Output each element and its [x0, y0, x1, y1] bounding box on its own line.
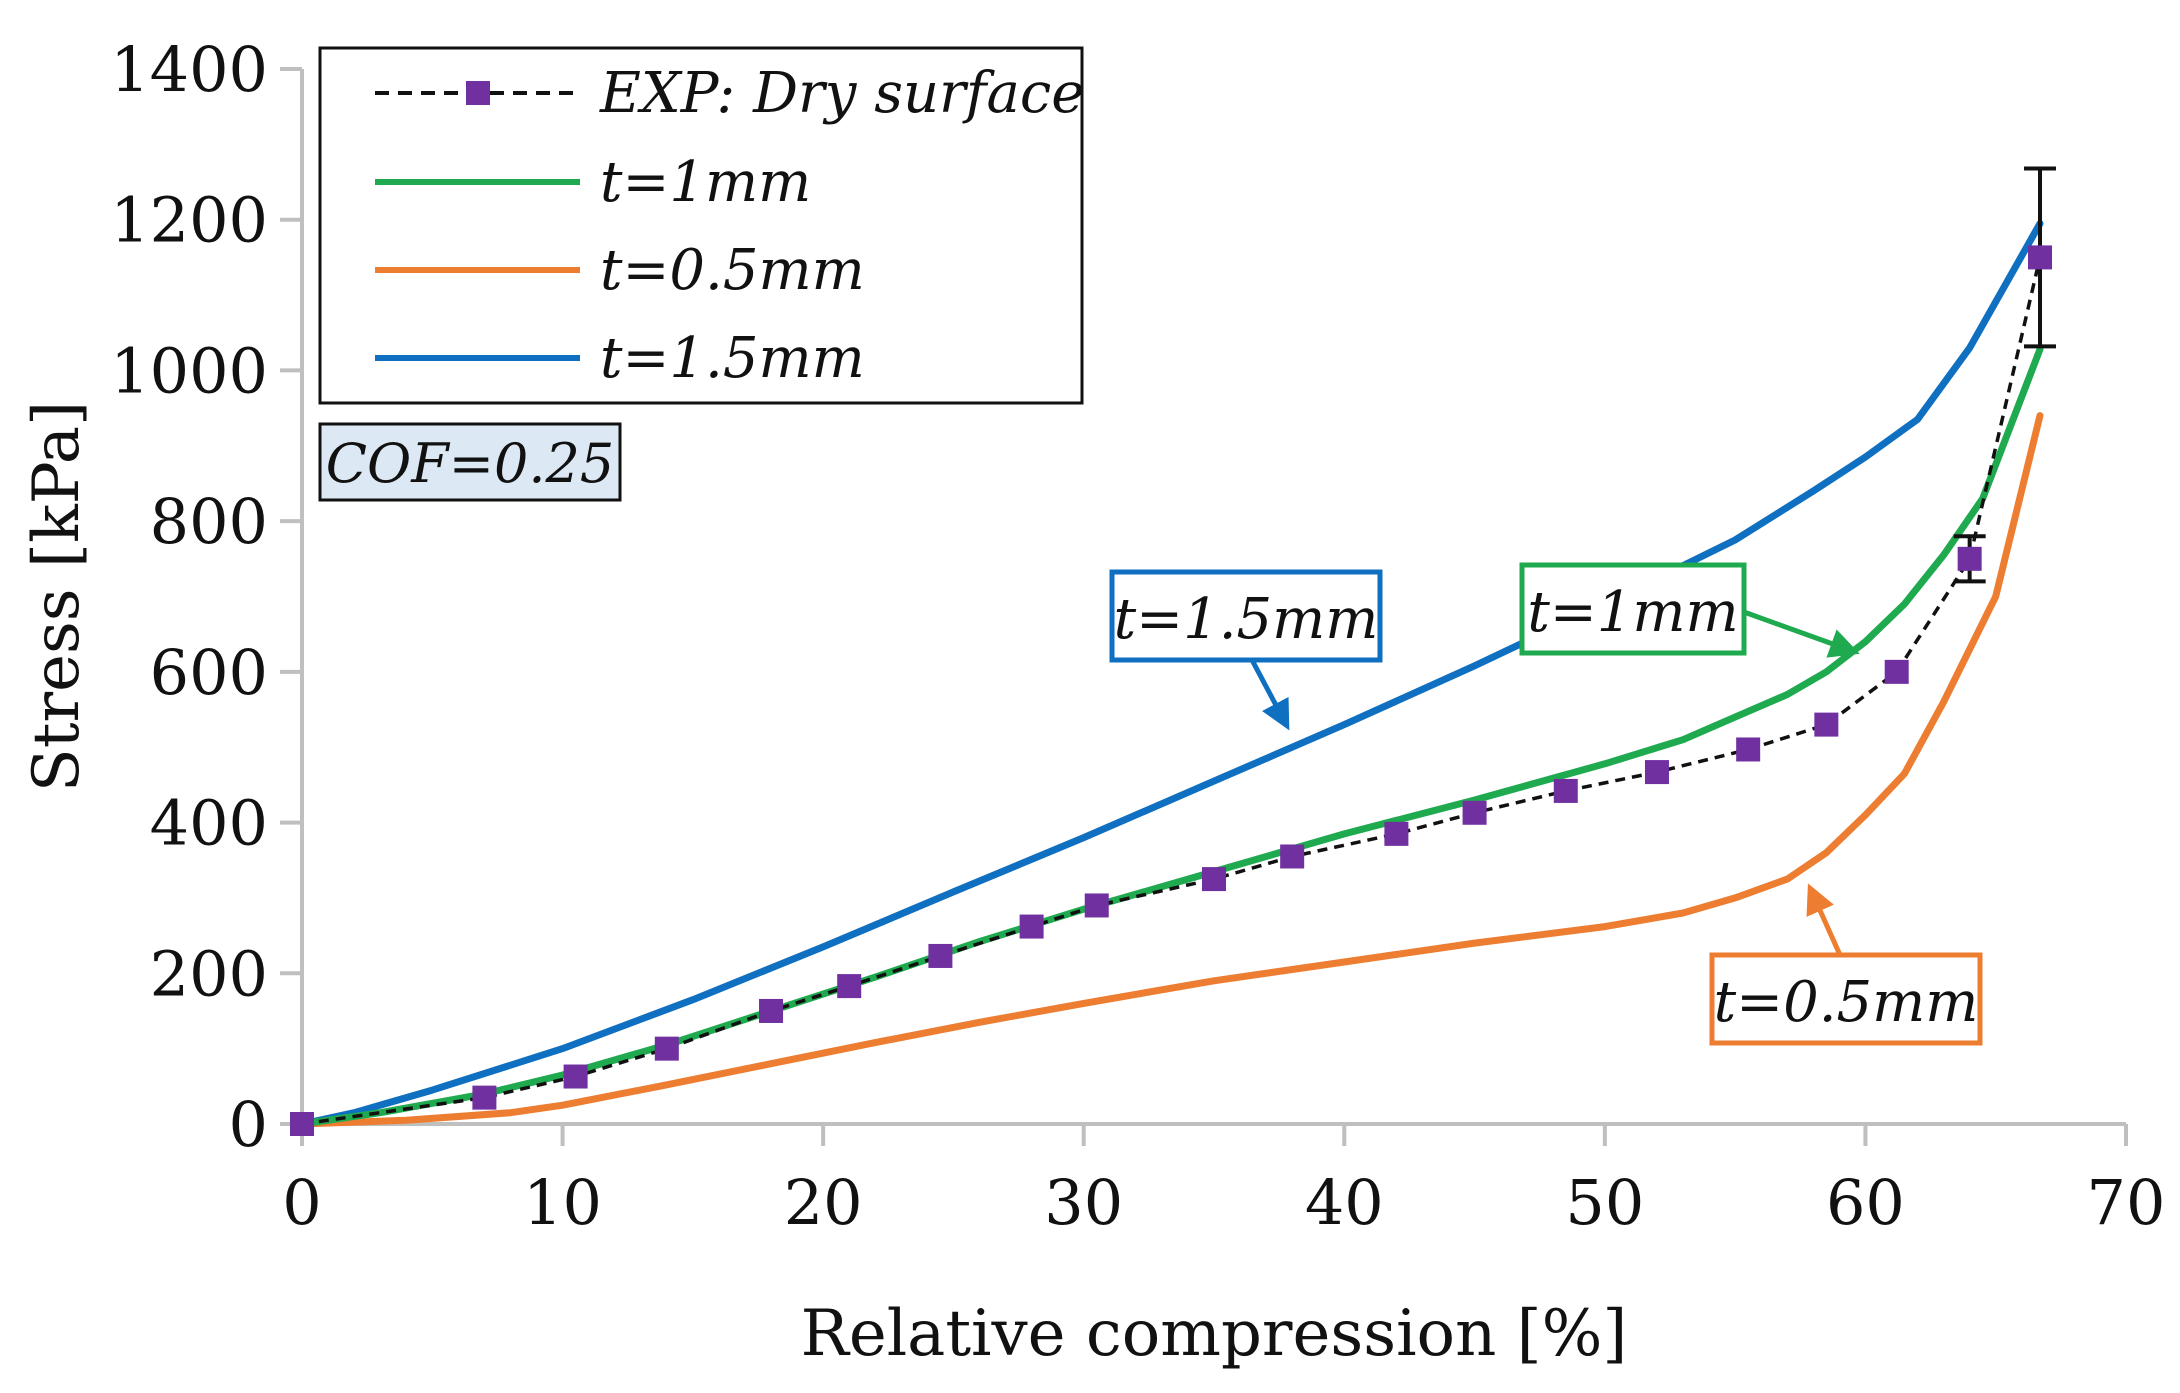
legend-entry-t15: t=1.5mm — [375, 326, 865, 391]
legend-label-exp: EXP: Dry surface — [599, 61, 1084, 126]
x-tick-label: 70 — [2087, 1166, 2166, 1239]
legend-label-t1: t=1mm — [600, 150, 811, 215]
callout-t1-arrow — [1743, 609, 1860, 658]
callout-t05-label: t=0.5mm — [1714, 970, 1979, 1035]
y-tick-label: 800 — [150, 485, 268, 558]
cof-label: COF=0.25 — [326, 432, 615, 495]
data-point-exp-dry-surface — [1884, 659, 1909, 684]
y-tick-label: 1400 — [110, 33, 268, 106]
series-line-t-1-5mm — [298, 220, 2044, 1128]
legend-entry-t05: t=0.5mm — [375, 238, 865, 303]
y-tick-label: 600 — [150, 636, 268, 709]
legend: EXP: Dry surface t=1mm t=0.5mm t=1.5mm — [318, 46, 1084, 405]
callout-t1-label: t=1mm — [1527, 580, 1738, 645]
legend-entry-exp: EXP: Dry surface — [375, 61, 1084, 126]
callout-t15-arrow — [1249, 658, 1290, 731]
y-tick-label: 0 — [229, 1088, 268, 1161]
data-point-exp-dry-surface — [928, 943, 953, 968]
axes: 0 200 400 600 800 1000 1200 1400 0 10 20 30 40 50 60 70… — [20, 33, 2165, 1371]
series-line-exp-dry-surface — [301, 257, 2042, 1126]
x-tick-label: 60 — [1826, 1166, 1905, 1239]
x-tick-label: 50 — [1565, 1166, 1644, 1239]
y-tick-label: 1000 — [110, 334, 268, 407]
data-point-exp-dry-surface — [1280, 844, 1305, 869]
data-point-exp-dry-surface — [1553, 778, 1578, 803]
data-point-exp-dry-surface — [654, 1036, 679, 1061]
legend-label-t05: t=0.5mm — [600, 238, 865, 303]
data-point-exp-dry-surface — [2028, 245, 2053, 270]
series-line-t-1mm — [298, 345, 2044, 1128]
data-point-exp-dry-surface — [1462, 800, 1487, 825]
y-axis-title: Stress [kPa] — [20, 401, 94, 792]
series-layer — [290, 166, 2057, 1136]
x-tick-label: 0 — [282, 1166, 321, 1239]
data-point-exp-dry-surface — [1202, 867, 1226, 892]
series-line-t-0-5mm — [298, 412, 2044, 1128]
data-point-exp-dry-surface — [1957, 546, 1982, 571]
data-point-exp-dry-surface — [1736, 737, 1761, 762]
data-point-exp-dry-surface — [290, 1112, 314, 1136]
x-tick-label: 20 — [784, 1166, 863, 1239]
legend-marker-exp — [466, 81, 490, 105]
data-point-exp-dry-surface — [1084, 893, 1109, 918]
data-point-exp-dry-surface — [563, 1064, 588, 1089]
data-point-exp-dry-surface — [472, 1085, 497, 1110]
cof-box — [318, 422, 622, 502]
data-point-exp-dry-surface — [837, 974, 862, 999]
legend-box — [318, 46, 1084, 405]
y-tick-label: 400 — [150, 787, 268, 860]
callout-t1-box — [1519, 562, 1747, 656]
x-axis-title: Relative compression [%] — [801, 1297, 1628, 1371]
x-tick-label: 10 — [523, 1166, 602, 1239]
callout-t05-box — [1709, 952, 1983, 1046]
annotation-layer: COF=0.25 t=1.5mm t=1mm t=0.5mm — [318, 422, 1983, 1046]
legend-label-t15: t=1.5mm — [600, 326, 865, 391]
y-tick-label: 1200 — [110, 184, 268, 257]
x-tick-label: 30 — [1044, 1166, 1123, 1239]
callout-t05-arrow — [1806, 883, 1843, 957]
data-point-exp-dry-surface — [1019, 914, 1044, 939]
x-tick-label: 40 — [1305, 1166, 1384, 1239]
data-point-exp-dry-surface — [1814, 712, 1839, 737]
data-point-exp-dry-surface — [1384, 821, 1409, 846]
data-point-exp-dry-surface — [759, 998, 784, 1023]
callout-t15-box — [1109, 569, 1383, 663]
legend-entry-t1: t=1mm — [375, 150, 811, 215]
y-tick-label: 200 — [150, 937, 268, 1010]
data-point-exp-dry-surface — [1644, 760, 1669, 785]
callout-t15-label: t=1.5mm — [1114, 587, 1379, 652]
